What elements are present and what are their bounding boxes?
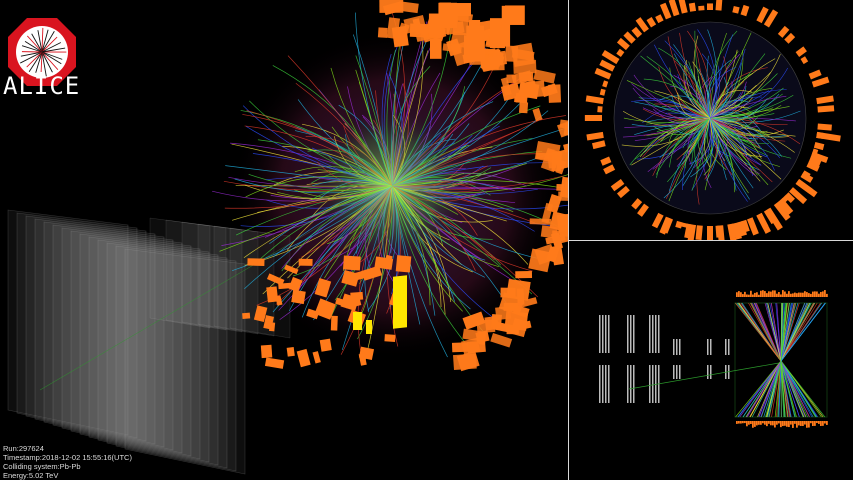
run-number: Run:297624: [3, 444, 44, 453]
event-info: Run:297624 Timestamp:2018-12-02 15:55:16…: [3, 444, 132, 480]
main-3d-event-view: [7, 0, 568, 475]
timestamp: Timestamp:2018-12-02 15:55:16(UTC): [3, 453, 132, 462]
calorimeter-towers: [242, 0, 568, 372]
panel-divider-horizontal: [569, 240, 853, 241]
collision-core: [310, 105, 470, 265]
panel-divider-vertical: [568, 0, 569, 480]
muon-chambers: [7, 184, 391, 475]
side-view-panel: [599, 290, 828, 428]
highlight-towers: [353, 275, 407, 334]
alice-logo-text: ALICE: [3, 72, 81, 100]
alice-starburst-icon: [8, 18, 76, 86]
end-view-panel: [584, 0, 841, 240]
colliding-system: Colliding system:Pb-Pb: [3, 462, 81, 471]
energy: Energy:5.02 TeV: [3, 471, 59, 480]
